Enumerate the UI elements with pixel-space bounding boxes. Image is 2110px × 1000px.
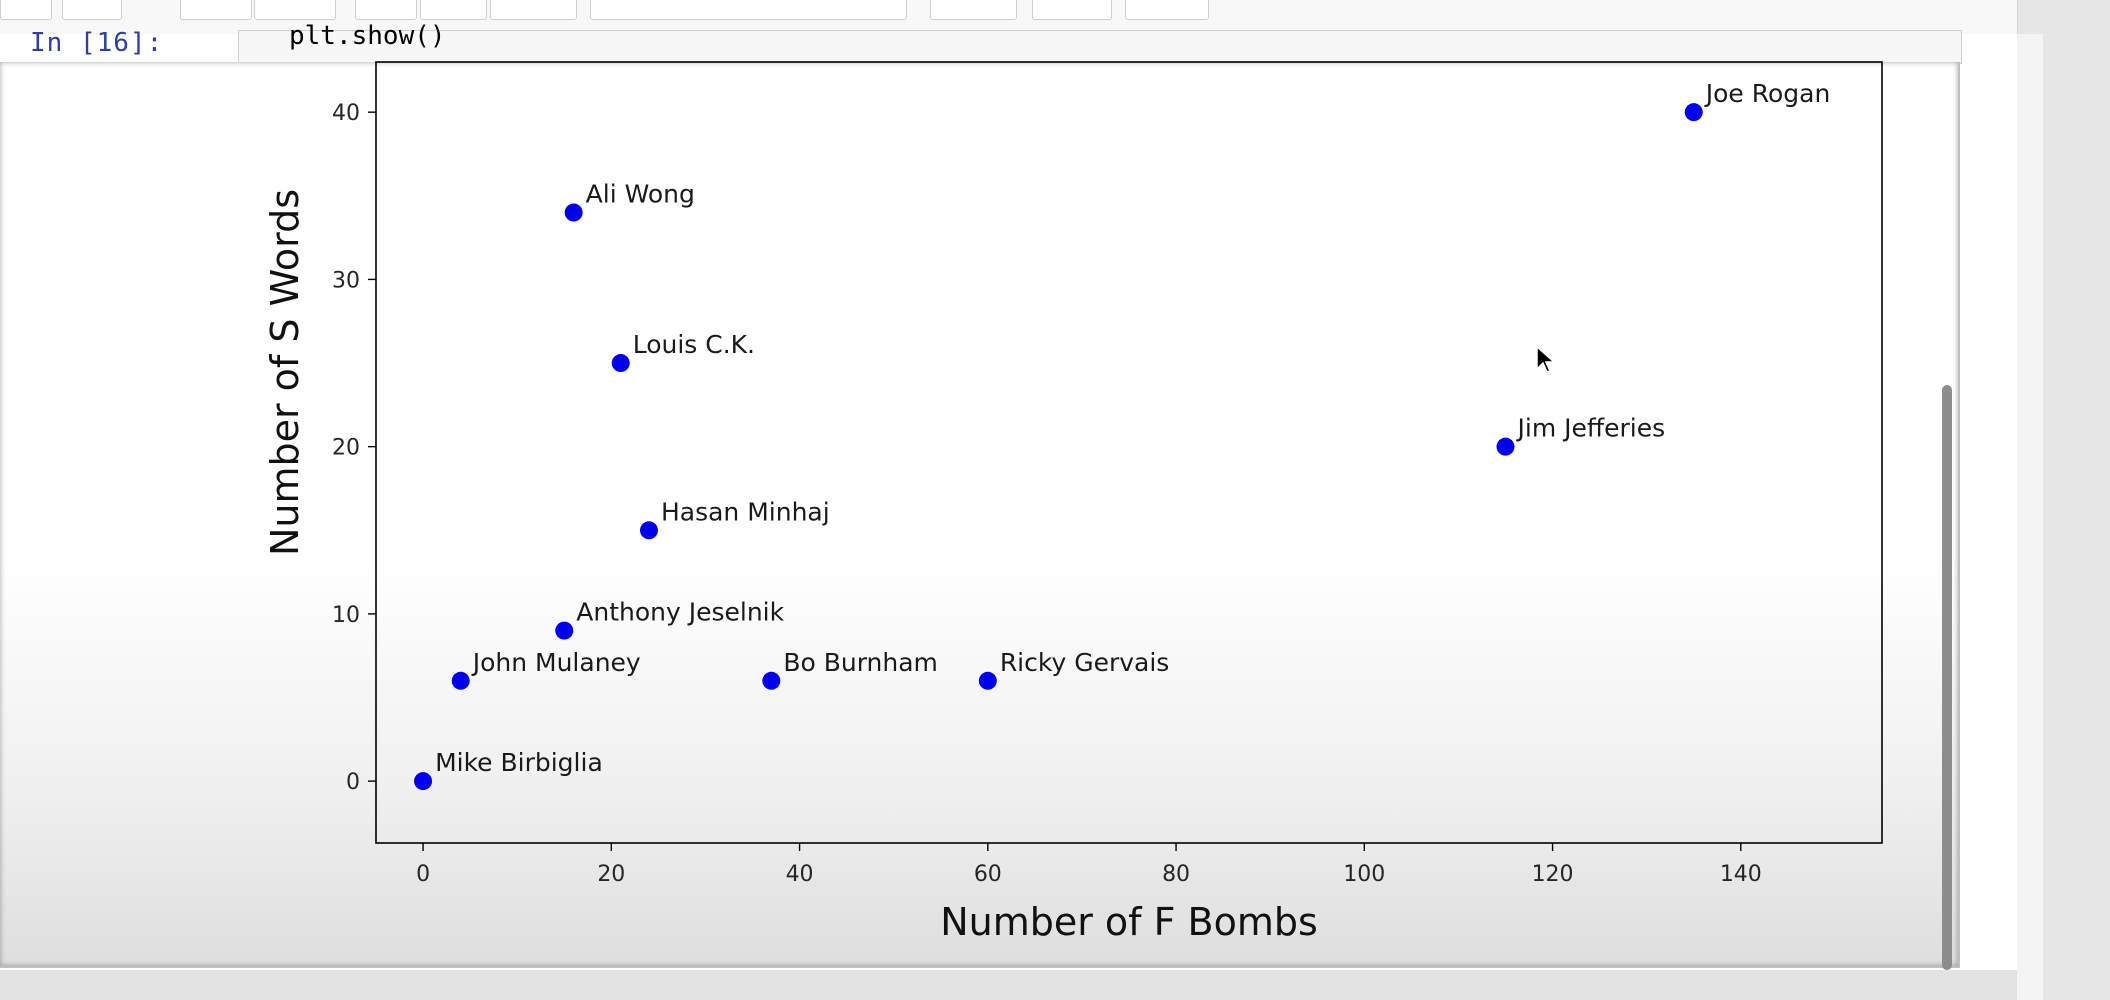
y-axis-title: Number of S Words	[263, 189, 307, 556]
data-point	[451, 671, 470, 690]
cell-output-area	[0, 62, 1960, 968]
data-point-label: Hasan Minhaj	[661, 497, 830, 526]
page-scroll-gutter[interactable]	[2017, 34, 2043, 1000]
data-point-label: John Mulaney	[471, 648, 641, 677]
data-point-label: Anthony Jeselnik	[576, 598, 784, 627]
insert-cell-button[interactable]	[62, 0, 122, 20]
data-point-label: Ricky Gervais	[1000, 648, 1170, 677]
toolbar-button[interactable]	[1125, 0, 1209, 20]
scatter-chart: 0 20 40 60 80 100 120 140 0 10 20 30 40 Number of F B…	[263, 61, 1883, 944]
data-point	[1496, 437, 1515, 456]
data-point-label: Jim Jefferies	[1516, 414, 1666, 443]
data-point-label: Bo Burnham	[783, 648, 938, 677]
y-tick-label: 10	[332, 603, 360, 628]
data-point	[555, 621, 574, 640]
move-up-button[interactable]	[355, 0, 417, 20]
x-tick-label: 120	[1532, 862, 1574, 887]
data-point	[1684, 103, 1703, 122]
y-tick-label: 40	[332, 101, 360, 126]
bottom-bar	[0, 970, 2017, 1000]
x-tick-label: 20	[597, 862, 625, 887]
x-axis-title: Number of F Bombs	[940, 900, 1318, 944]
command-palette-button[interactable]	[930, 0, 1017, 20]
data-point	[762, 671, 781, 690]
x-tick-label: 40	[786, 862, 814, 887]
data-point	[978, 671, 997, 690]
copy-cell-button[interactable]	[254, 0, 336, 20]
notebook-toolbar	[0, 0, 2017, 35]
toolbar-button[interactable]	[1032, 0, 1112, 20]
save-button[interactable]	[0, 0, 52, 20]
y-tick-label: 0	[346, 770, 360, 795]
run-cell-button[interactable]	[490, 0, 577, 20]
code-editor[interactable]: plt.show()	[238, 21, 1962, 64]
notebook-page: In [16]: plt.show()	[0, 21, 2017, 1000]
x-tick-label: 140	[1720, 862, 1762, 887]
data-point-label: Ali Wong	[586, 180, 695, 209]
plot-frame	[375, 61, 1883, 844]
mouse-cursor-icon	[1536, 345, 1556, 373]
data-point-label: Joe Rogan	[1704, 79, 1831, 108]
input-prompt: In [16]:	[30, 28, 164, 58]
chart-plot-area: 0 20 40 60 80 100 120 140 0 10 20 30 40 Number of F B…	[263, 61, 1883, 944]
x-tick-label: 100	[1343, 862, 1385, 887]
x-tick-label: 80	[1162, 862, 1190, 887]
code-text[interactable]: plt.show()	[289, 21, 446, 51]
move-down-button[interactable]	[420, 0, 487, 20]
x-tick-label: 0	[416, 862, 430, 887]
output-scrollbar-thumb[interactable]	[1942, 385, 1952, 970]
cut-cell-button[interactable]	[180, 0, 252, 20]
data-point	[564, 203, 583, 222]
data-point-label: Louis C.K.	[633, 330, 755, 359]
data-point-label: Mike Birbiglia	[435, 748, 603, 777]
x-tick-label: 60	[974, 862, 1002, 887]
data-point	[611, 354, 630, 373]
code-cell-input: In [16]: plt.show()	[0, 21, 1962, 64]
y-tick-label: 20	[332, 436, 360, 461]
data-point	[414, 772, 433, 791]
y-tick-label: 30	[332, 268, 360, 293]
data-point	[639, 521, 658, 540]
cell-type-select[interactable]	[590, 0, 907, 20]
